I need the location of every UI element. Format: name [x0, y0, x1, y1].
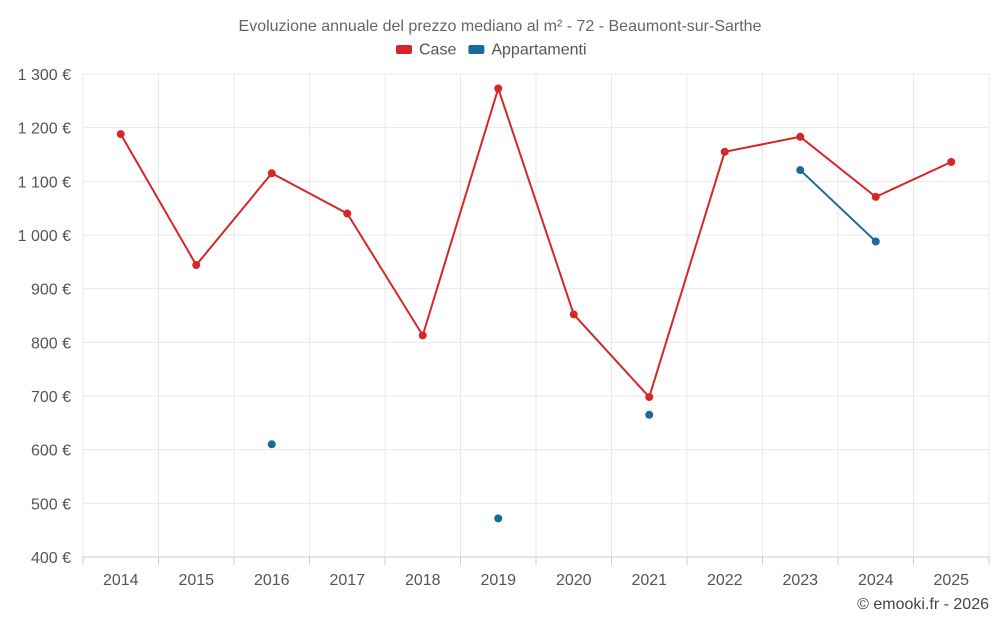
y-axis: 400 € 500 € 600 € 700 € 800 € 900 € 1 000 € 1 1… [18, 67, 71, 567]
series-line [799, 169, 877, 243]
x-tick-label: 2015 [178, 572, 214, 589]
x-tick-label: 2020 [556, 572, 592, 589]
x-tick-label: 2021 [631, 572, 667, 589]
y-tick-label: 1 000 € [18, 228, 71, 245]
data-point[interactable] [116, 130, 125, 139]
grid [82, 73, 990, 558]
data-point[interactable] [494, 514, 503, 523]
x-axis: 2014 2015 2016 2017 2018 2019 2020 2021 2022 2023… [82, 556, 990, 589]
x-tick-label: 2023 [782, 572, 818, 589]
data-point[interactable] [192, 261, 201, 270]
x-tick-label: 2025 [933, 572, 969, 589]
y-tick-label: 1 300 € [18, 67, 71, 84]
y-tick-label: 900 € [31, 282, 71, 299]
data-point[interactable] [343, 209, 352, 218]
y-tick-label: 1 200 € [18, 121, 71, 138]
legend-swatch [396, 45, 412, 54]
data-point[interactable] [267, 169, 276, 178]
legend-item-case[interactable]: Case [396, 42, 456, 59]
credit-text: © emooki.fr - 2026 [857, 596, 989, 613]
x-tick-label: 2014 [103, 572, 139, 589]
data-point[interactable] [494, 84, 503, 93]
data-point[interactable] [871, 237, 880, 246]
y-tick-label: 700 € [31, 389, 71, 406]
data-point[interactable] [796, 166, 805, 175]
legend-label: Appartamenti [491, 42, 586, 59]
y-tick-label: 800 € [31, 335, 71, 352]
chart-legend: Case Appartamenti [396, 42, 587, 59]
series-layer [116, 84, 956, 523]
x-tick-label: 2017 [329, 572, 365, 589]
x-tick-label: 2016 [254, 572, 290, 589]
y-tick-label: 400 € [31, 550, 71, 567]
x-tick-label: 2019 [480, 572, 516, 589]
data-point[interactable] [569, 310, 578, 319]
x-tick-label: 2024 [858, 572, 894, 589]
series-case [116, 84, 956, 402]
legend-label: Case [419, 42, 456, 59]
series-appartamenti [267, 166, 880, 523]
y-tick-label: 1 100 € [18, 174, 71, 191]
data-point[interactable] [267, 440, 276, 449]
y-tick-label: 600 € [31, 443, 71, 460]
data-point[interactable] [947, 158, 956, 167]
legend-item-appartamenti[interactable]: Appartamenti [468, 42, 587, 59]
data-point[interactable] [645, 410, 654, 419]
x-tick-label: 2018 [405, 572, 441, 589]
data-point[interactable] [796, 132, 805, 141]
series-line [119, 87, 952, 399]
legend-swatch [468, 45, 485, 54]
data-point[interactable] [418, 331, 427, 340]
chart-title: Evoluzione annuale del prezzo mediano al… [239, 18, 762, 35]
y-tick-label: 500 € [31, 496, 71, 513]
data-point[interactable] [645, 393, 654, 402]
x-tick-label: 2022 [707, 572, 743, 589]
data-point[interactable] [871, 192, 880, 201]
data-point[interactable] [720, 147, 729, 156]
